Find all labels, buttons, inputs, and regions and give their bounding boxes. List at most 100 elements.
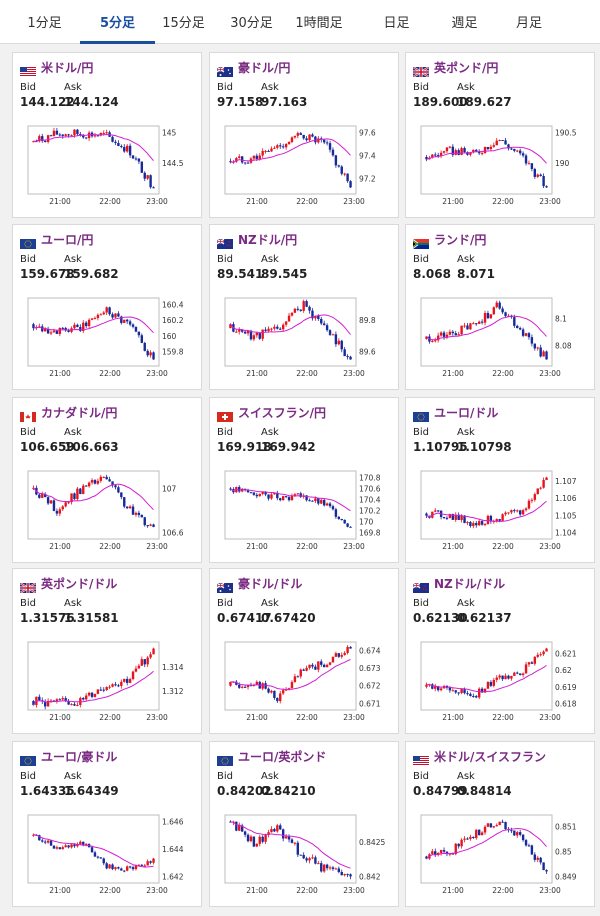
moving-average-line xyxy=(426,315,547,341)
candle xyxy=(131,506,135,515)
pair-link[interactable]: 米ドル/円 xyxy=(20,59,93,77)
pair-link[interactable]: ユーロ/ドル xyxy=(413,404,498,422)
pair-link[interactable]: ユーロ/円 xyxy=(20,231,93,249)
candle xyxy=(524,333,528,336)
rate-card[interactable]: ランド/円 Bid Ask 8.068 8.071 8.1 8.08 21:00 22… xyxy=(405,224,595,390)
rate-card[interactable]: 米ドル/スイスフラン Bid Ask 0.84799 0.84814 0.851… xyxy=(405,741,595,907)
y-tick-label: 107 xyxy=(162,485,177,494)
pair-link[interactable]: 豪ドル/ドル xyxy=(216,575,302,593)
candle xyxy=(137,512,141,515)
price-chart: 1.646 1.644 1.642 21:00 22:00 23:00 xyxy=(27,814,184,895)
tab-5[interactable]: 1時間足 xyxy=(295,16,343,31)
rate-card[interactable]: ユーロ/豪ドル Bid Ask 1.64335 1.64349 1.646 1.6… xyxy=(12,741,202,907)
candle xyxy=(495,140,498,146)
candle xyxy=(290,495,294,501)
x-tick-label: 23:00 xyxy=(539,886,561,895)
candle xyxy=(439,332,443,336)
pair-link[interactable]: 豪ドル/円 xyxy=(216,59,290,77)
candle xyxy=(64,845,67,848)
candle xyxy=(495,302,498,308)
plot-frame xyxy=(420,297,553,367)
pair-link[interactable]: 英ポンド/ドル xyxy=(19,575,117,594)
candle xyxy=(287,836,291,840)
bid-value: 1.64335 xyxy=(20,784,75,798)
tab-8[interactable]: 月足 xyxy=(515,16,542,31)
pair-link[interactable]: ユーロ/豪ドル xyxy=(20,748,117,766)
x-tick-label: 23:00 xyxy=(539,197,561,206)
candle xyxy=(143,659,146,665)
candle xyxy=(524,508,528,511)
rate-card[interactable]: NZドル/円 Bid Ask 89.541 89.545 89.8 89.6 21:… xyxy=(209,224,399,390)
price-chart: 8.1 8.08 21:00 22:00 23:00 xyxy=(420,297,572,378)
bid-label: Bid xyxy=(413,771,429,782)
y-tick-label: 170.6 xyxy=(359,485,381,494)
x-tick-label: 22:00 xyxy=(492,886,514,895)
candle xyxy=(279,498,282,501)
rate-card[interactable]: NZドル/ドル Bid Ask 0.62130 0.62137 0.621 0.6… xyxy=(405,568,595,734)
candle xyxy=(489,823,493,828)
candle xyxy=(258,836,261,844)
candle xyxy=(469,152,472,155)
rate-card[interactable]: ユーロ/円 Bid Ask 159.678 159.682 160.4 160.2… xyxy=(12,224,202,390)
candle xyxy=(84,695,88,700)
candle xyxy=(255,681,259,686)
tab-1[interactable]: 1分足 xyxy=(27,16,62,31)
pair-link[interactable]: ランド/円 xyxy=(413,231,486,249)
candle xyxy=(454,150,457,155)
candle xyxy=(314,857,317,864)
candle xyxy=(486,312,490,319)
candle xyxy=(46,328,50,334)
rate-card[interactable]: ユーロ/英ポンド Bid Ask 0.84202 0.84210 0.8425 0… xyxy=(209,741,399,907)
rate-card[interactable]: スイスフラン/円 Bid Ask 169.918 169.942 170.8 17… xyxy=(209,397,399,563)
candle xyxy=(507,675,510,679)
candle xyxy=(305,495,308,501)
candle xyxy=(64,698,67,702)
rate-card[interactable]: 英ポンド/円 Bid Ask 189.600 189.627 190.5 190 2… xyxy=(405,52,595,218)
candle xyxy=(510,830,513,832)
y-tick-label: 169.8 xyxy=(359,528,381,537)
candle xyxy=(483,524,487,526)
x-tick-label: 22:00 xyxy=(99,369,121,378)
candle xyxy=(284,321,288,325)
pair-link[interactable]: カナダドル/円 xyxy=(20,404,117,422)
rate-card[interactable]: カナダドル/円 Bid Ask 106.659 106.663 107 106.6… xyxy=(12,397,202,563)
candle xyxy=(463,148,466,153)
tab-7[interactable]: 週足 xyxy=(451,16,478,31)
ask-value: 159.682 xyxy=(64,267,119,281)
x-tick-label: 22:00 xyxy=(296,713,318,722)
plot-frame xyxy=(420,641,553,711)
bid-label: Bid xyxy=(217,254,233,265)
pair-link[interactable]: 米ドル/スイスフラン xyxy=(413,748,546,766)
candle xyxy=(243,831,247,835)
rate-card[interactable]: 米ドル/円 Bid Ask 144.122 144.124 145 144.5 21… xyxy=(12,52,202,218)
rate-card[interactable]: 豪ドル/円 Bid Ask 97.158 97.163 97.6 97.4 97.2… xyxy=(209,52,399,218)
candle xyxy=(293,676,297,683)
pair-link[interactable]: NZドル/ドル xyxy=(412,575,505,593)
pair-link[interactable]: 英ポンド/円 xyxy=(412,59,498,78)
candle xyxy=(108,479,111,482)
candle xyxy=(542,862,545,871)
candle xyxy=(120,868,123,871)
rate-card[interactable]: 豪ドル/ドル Bid Ask 0.67417 0.67420 0.674 0.67… xyxy=(209,568,399,734)
candle xyxy=(530,163,534,169)
rate-card[interactable]: 英ポンド/ドル Bid Ask 1.31576 1.31581 1.314 1.3… xyxy=(12,568,202,734)
pair-link[interactable]: NZドル/円 xyxy=(216,231,297,249)
candle xyxy=(281,496,285,501)
y-tick-label: 1.646 xyxy=(162,818,184,827)
candle xyxy=(486,515,490,525)
tab-2[interactable]: 5分足 xyxy=(80,0,155,44)
tab-4[interactable]: 30分足 xyxy=(230,16,273,31)
pair-link[interactable]: ユーロ/英ポンド xyxy=(217,748,326,766)
rate-card[interactable]: ユーロ/ドル Bid Ask 1.10795 1.10798 1.107 1.10… xyxy=(405,397,595,563)
pair-link[interactable]: スイスフラン/円 xyxy=(217,404,326,422)
candle xyxy=(510,148,513,150)
candle xyxy=(140,864,144,866)
x-tick-label: 22:00 xyxy=(492,197,514,206)
candle xyxy=(542,175,545,187)
candle xyxy=(466,838,469,840)
candle xyxy=(61,698,64,700)
candle xyxy=(261,491,264,494)
bid-value: 189.600 xyxy=(413,95,468,109)
tab-6[interactable]: 日足 xyxy=(383,16,410,31)
tab-3[interactable]: 15分足 xyxy=(162,16,205,31)
